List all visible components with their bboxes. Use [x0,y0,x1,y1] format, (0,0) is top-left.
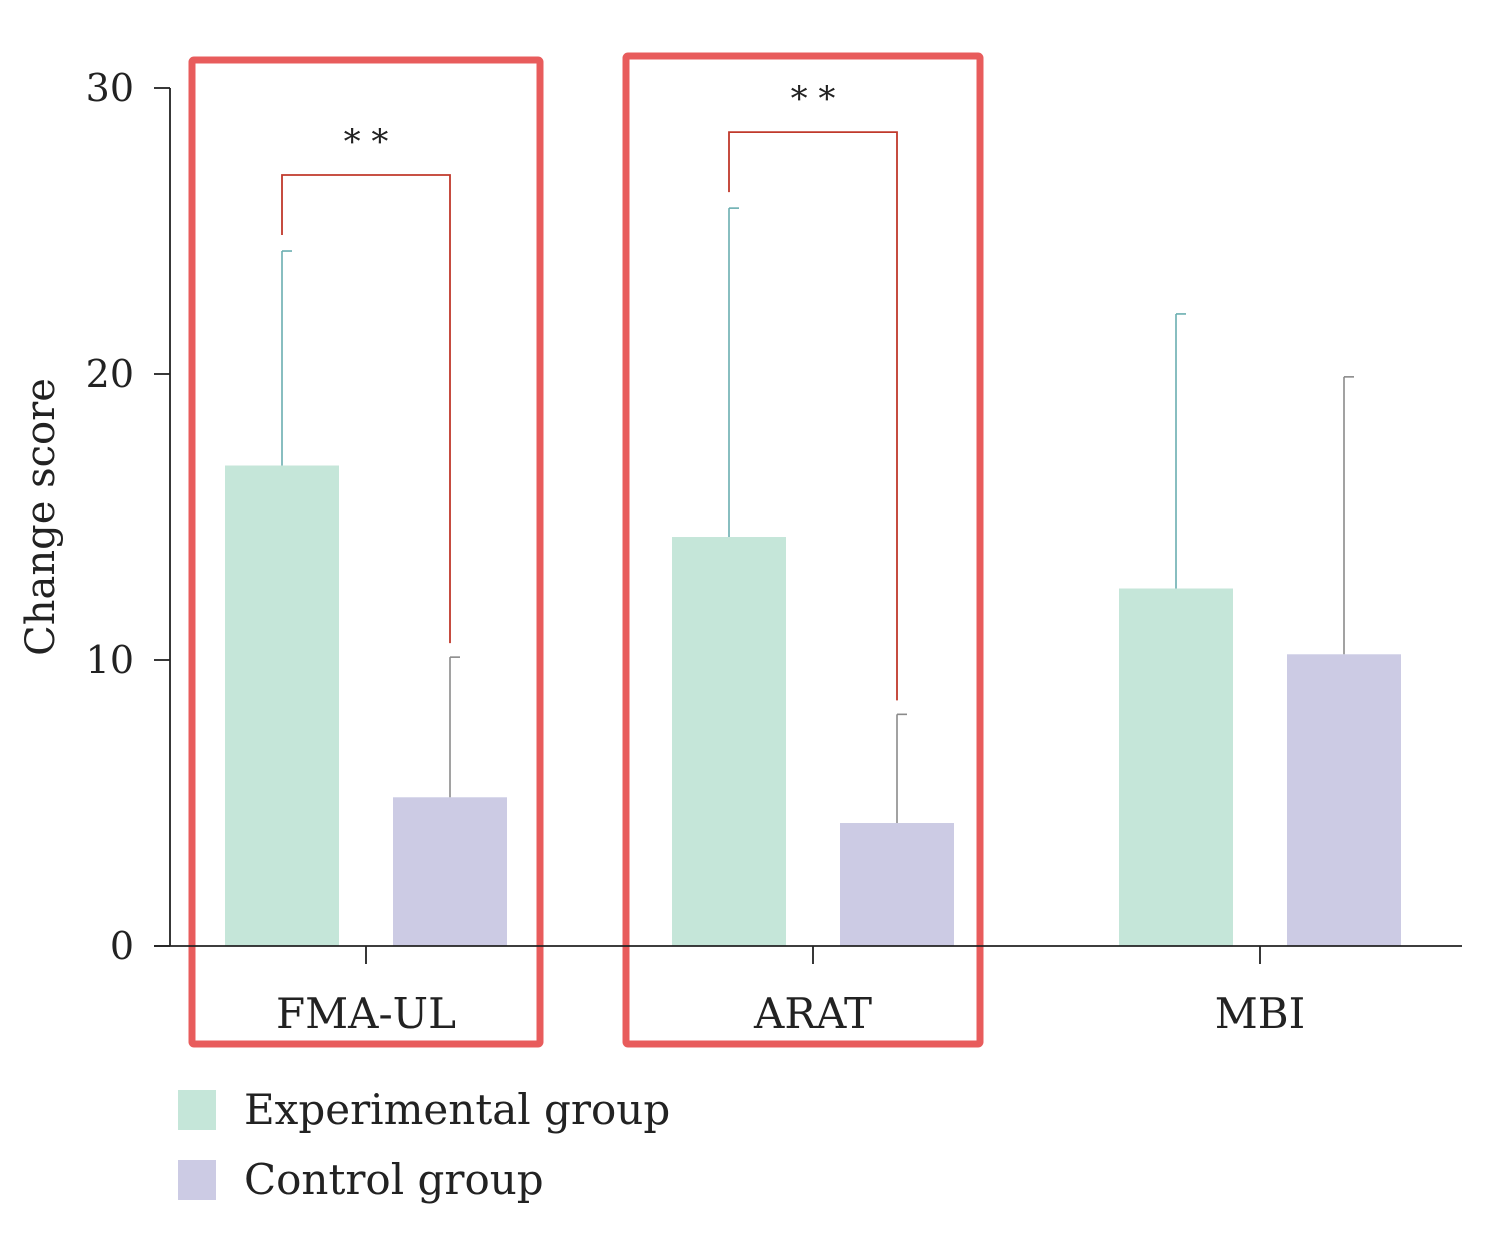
y-tick-label-20: 20 [86,352,134,396]
y-axis-title: Change score [18,378,64,656]
y-tick-label-0: 0 [110,924,134,968]
axes: 0 10 20 30 FMA-UL ARAT MBI Change score [18,66,1462,1038]
bar-mbi-experimental [1119,588,1233,946]
highlight-boxes [188,52,984,1048]
significance-label-arat: * * [791,79,836,119]
legend-label-control: Control group [244,1155,544,1204]
highlight-box-arat [622,52,984,1048]
significance-brackets: * * * * [281,79,898,701]
x-tick-label-arat: ARAT [753,989,872,1038]
legend-label-experimental: Experimental group [244,1085,670,1134]
x-tick-label-fma-ul: FMA-UL [276,989,456,1038]
legend-swatch-experimental [178,1090,216,1130]
bar-fma-ul-experimental [225,465,339,946]
legend: Experimental group Control group [178,1085,670,1204]
y-tick-label-10: 10 [86,638,134,682]
bars [225,465,1401,946]
highlight-box-fma-ul [188,56,544,1048]
bar-fma-ul-control [393,797,507,946]
x-tick-label-mbi: MBI [1215,989,1305,1038]
bar-arat-experimental [672,537,786,946]
bar-mbi-control [1287,654,1401,946]
bar-arat-control [840,823,954,946]
significance-label-fma-ul: * * [344,122,389,162]
significance-bracket-fma-ul [281,174,451,644]
significance-bracket-arat [728,131,898,701]
legend-swatch-control [178,1160,216,1200]
y-tick-label-30: 30 [86,66,134,110]
error-bars [281,207,1354,824]
